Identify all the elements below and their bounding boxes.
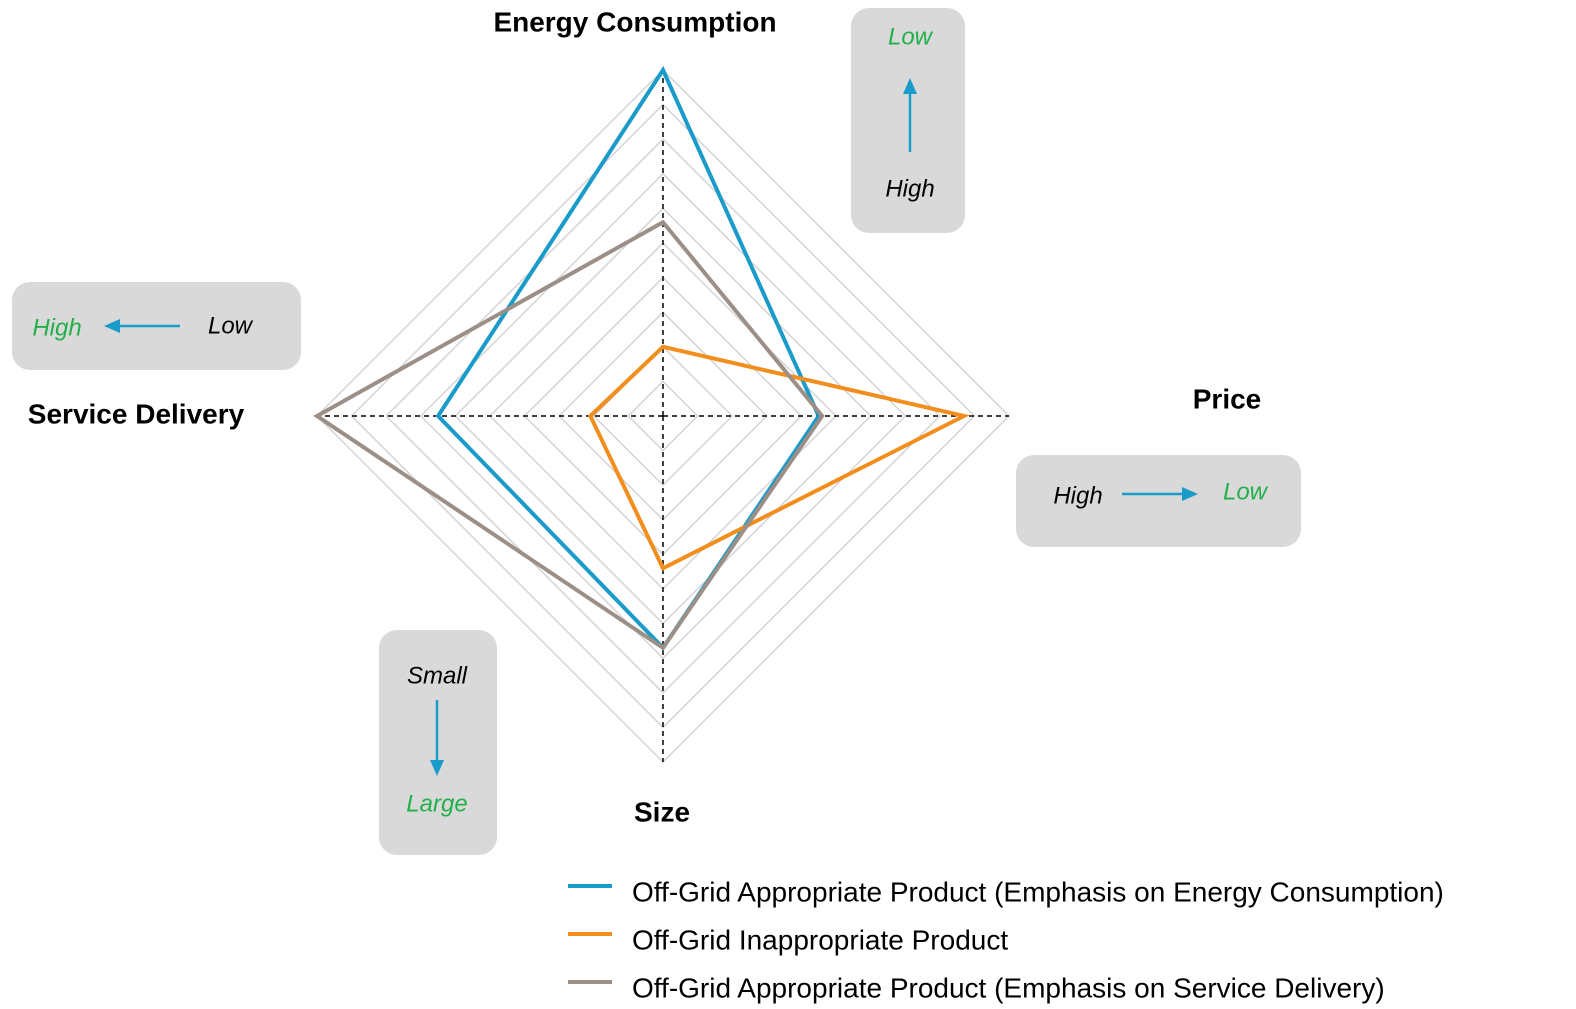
- direction-from: High: [1053, 482, 1102, 509]
- direction-to: High: [32, 314, 81, 341]
- direction-from: Small: [407, 662, 468, 689]
- legend-label: Off-Grid Appropriate Product (Emphasis o…: [632, 876, 1444, 907]
- series-line: [435, 65, 821, 651]
- axis-label: Size: [634, 796, 690, 827]
- grid-ring: [350, 103, 976, 729]
- grid-ring: [627, 380, 699, 452]
- direction-to: Low: [888, 23, 934, 50]
- series-line: [587, 344, 970, 571]
- direction-to: Large: [406, 790, 467, 817]
- arrow-head: [104, 319, 120, 333]
- direction-from: Low: [208, 312, 254, 339]
- arrow-head: [430, 760, 444, 776]
- series-line: [313, 219, 825, 651]
- direction-from: High: [885, 175, 934, 202]
- axis-label: Price: [1193, 383, 1262, 414]
- direction-box: [1016, 455, 1301, 547]
- direction-to: Low: [1223, 478, 1269, 505]
- legend-label: Off-Grid Appropriate Product (Emphasis o…: [632, 972, 1385, 1003]
- grid-ring: [419, 172, 907, 660]
- arrow-head: [1182, 487, 1198, 501]
- axis-label: Service Delivery: [28, 398, 245, 429]
- arrow-head: [903, 78, 917, 94]
- direction-box: [851, 8, 965, 233]
- legend-label: Off-Grid Inappropriate Product: [632, 924, 1008, 955]
- axis-label: Energy Consumption: [493, 6, 776, 37]
